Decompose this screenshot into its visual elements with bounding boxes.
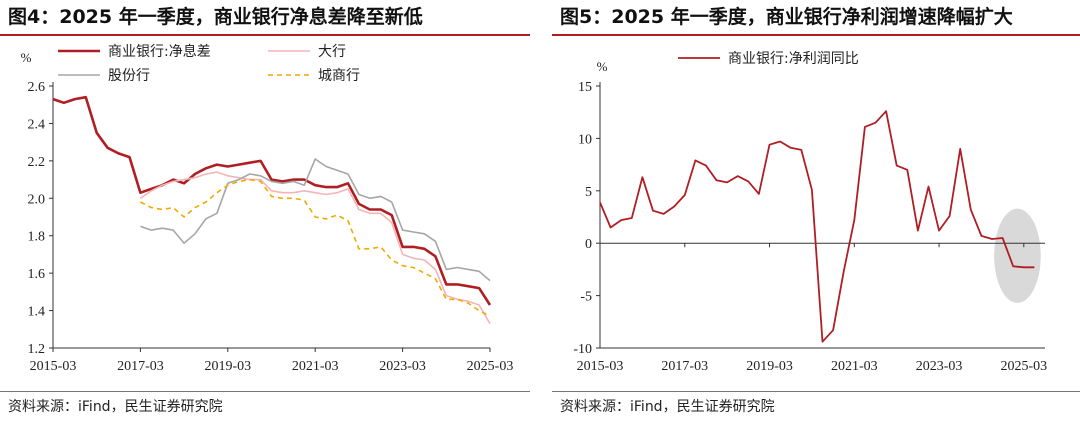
legend-label-0: 商业银行:净利润同比 xyxy=(728,51,859,67)
source-note: 资料来源：iFind，民生证券研究院 xyxy=(8,399,223,415)
legend-label-0: 商业银行:净息差 xyxy=(108,43,211,60)
chart-title: 图4：2025 年一季度，商业银行净息差降至新低 xyxy=(8,6,423,28)
x-tick-label: 2017-03 xyxy=(117,359,164,374)
y-axis-unit: % xyxy=(21,50,32,65)
series-line-1 xyxy=(139,171,491,325)
chart-title: 图5：2025 年一季度，商业银行净利润增速降幅扩大 xyxy=(560,6,1013,28)
title-divider xyxy=(552,34,1080,36)
y-tick-label: -10 xyxy=(573,342,592,357)
y-tick-label: 2.0 xyxy=(28,192,46,207)
y-tick-label: 2.4 xyxy=(28,117,46,132)
x-tick-label: 2023-03 xyxy=(916,359,963,374)
chart-net-interest-margin: % 1.2 1.4 1.6 1.8 2.0 2.2 2.4 2.6 2015-03 2017-03 2… xyxy=(21,43,514,374)
series-line-0 xyxy=(52,95,492,306)
source-divider xyxy=(0,391,530,392)
chart-net-profit-growth: % -10 -5 0 5 10 15 2015-03 2017-03 2019-03 2021-03… xyxy=(573,51,1047,374)
x-tick-label: 2015-03 xyxy=(577,359,624,374)
y-tick-label: 0 xyxy=(585,237,592,252)
y-tick-label: 10 xyxy=(578,132,592,147)
source-divider xyxy=(552,391,1080,392)
legend-label-1: 大行 xyxy=(318,44,346,60)
legend-label-3: 城商行 xyxy=(318,68,360,84)
x-tick-label: 2019-03 xyxy=(746,359,793,374)
x-tick-label: 2017-03 xyxy=(661,359,708,374)
y-tick-label: 1.8 xyxy=(28,230,46,245)
x-tick-label: 2021-03 xyxy=(292,359,339,374)
x-tick-label: 2019-03 xyxy=(204,359,251,374)
x-tick-label: 2025-03 xyxy=(1000,359,1047,374)
x-tick-label: 2025-03 xyxy=(467,359,514,374)
y-tick-label: 15 xyxy=(578,80,592,95)
series-line-3 xyxy=(140,178,491,317)
title-divider xyxy=(0,34,530,36)
x-tick-label: 2023-03 xyxy=(379,359,426,374)
source-note: 资料来源：iFind，民生证券研究院 xyxy=(560,399,775,415)
chart-panel-net-interest-margin: 图4：2025 年一季度，商业银行净息差降至新低 % 1.2 1.4 1.6 1.8 2.… xyxy=(0,0,530,421)
y-tick-label: 1.6 xyxy=(28,267,46,282)
x-tick-label: 2021-03 xyxy=(831,359,878,374)
legend-label-2: 股份行 xyxy=(108,68,150,84)
y-tick-label: 1.2 xyxy=(28,342,46,357)
x-tick-label: 2015-03 xyxy=(30,359,77,374)
y-tick-label: 1.4 xyxy=(28,305,46,320)
y-tick-label: 5 xyxy=(585,185,592,200)
chart-panel-net-profit-growth: 图5：2025 年一季度，商业银行净利润增速降幅扩大 % -10 -5 0 5 10 15 2… xyxy=(552,0,1080,421)
y-tick-label: 2.6 xyxy=(28,80,46,95)
highlight-ellipse xyxy=(994,208,1041,303)
y-axis-unit: % xyxy=(597,59,608,74)
y-tick-label: 2.2 xyxy=(28,155,46,170)
y-tick-label: -5 xyxy=(580,290,592,305)
series-line-0 xyxy=(599,110,1035,343)
series-line-2 xyxy=(140,158,491,282)
